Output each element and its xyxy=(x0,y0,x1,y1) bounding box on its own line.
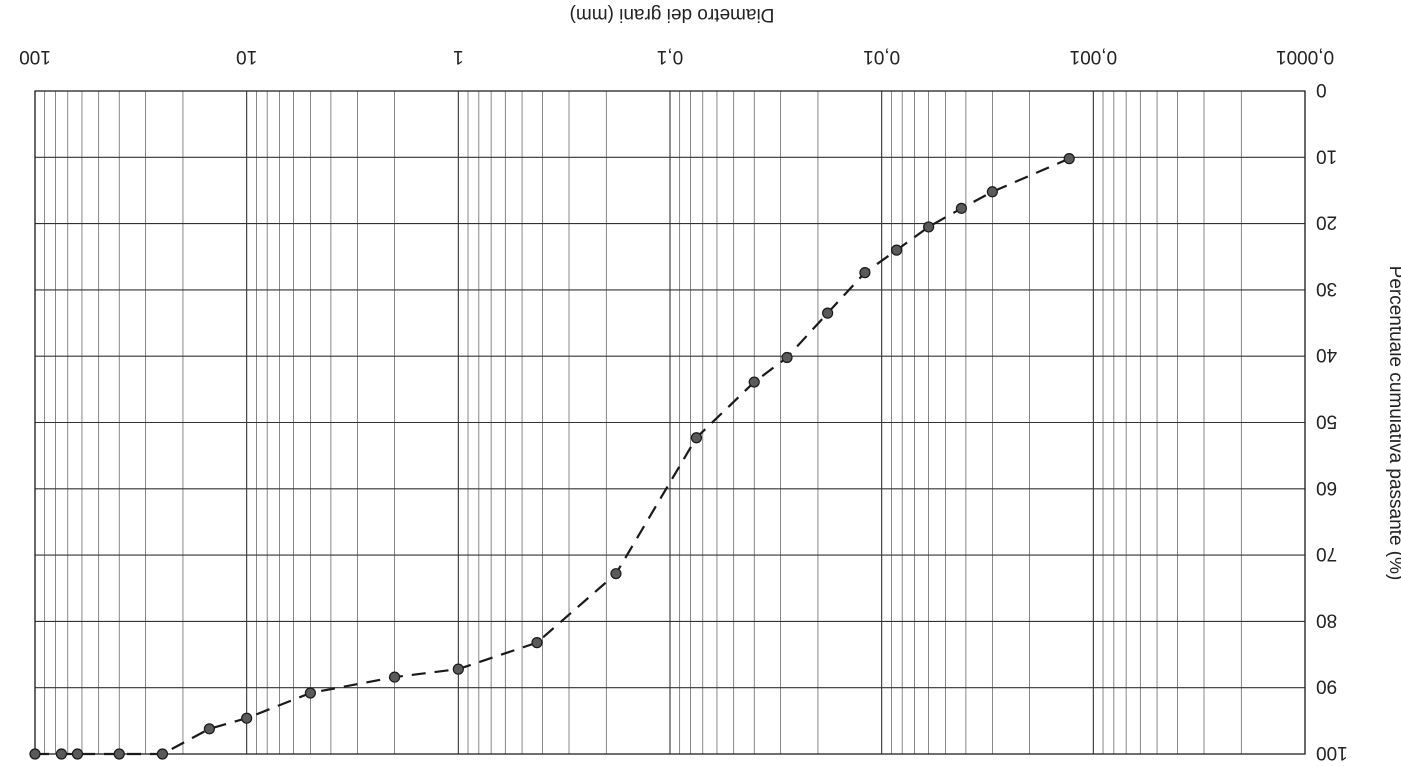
data-point xyxy=(748,376,760,388)
x-tick-label: 10 xyxy=(236,46,257,67)
y-axis-title: Percentuale cumulativa passante (%) xyxy=(1385,266,1401,581)
y-tick-label: 30 xyxy=(1316,278,1337,299)
data-point xyxy=(690,432,703,444)
data-point xyxy=(452,663,464,675)
data-point xyxy=(822,307,834,319)
y-tick-label: 90 xyxy=(1316,676,1337,697)
x-tick-label: 1 xyxy=(453,46,464,67)
x-axis-title: Diametro dei grani (mm) xyxy=(570,4,775,25)
y-tick-labels: 0 10 20 30 40 50 60 70 80 90 100 xyxy=(1316,79,1348,763)
x-tick-label: 0,1 xyxy=(657,46,683,67)
data-point xyxy=(923,221,935,233)
x-tick-labels: 100 10 1 0,1 0,01 0,001 0,0001 xyxy=(19,46,1334,67)
data-point xyxy=(955,202,968,214)
data-point xyxy=(986,186,998,198)
y-tick-label: 60 xyxy=(1316,477,1337,498)
y-tick-label: 10 xyxy=(1316,145,1337,166)
data-point xyxy=(29,748,41,760)
x-tick-label: 100 xyxy=(19,46,51,67)
x-tick-label: 0,0001 xyxy=(1276,46,1334,67)
data-point xyxy=(610,568,622,580)
data-points xyxy=(29,153,1075,760)
y-tick-label: 0 xyxy=(1316,79,1327,100)
data-point xyxy=(891,244,903,256)
y-tick-label: 80 xyxy=(1316,609,1337,630)
data-point xyxy=(71,748,84,760)
data-point xyxy=(781,351,793,364)
series-line xyxy=(35,157,1070,756)
data-point xyxy=(304,687,316,699)
y-tick-label: 50 xyxy=(1316,411,1337,432)
x-tick-label: 0,001 xyxy=(1070,46,1118,67)
data-point xyxy=(55,748,68,760)
y-tick-label: 100 xyxy=(1316,742,1348,761)
data-point xyxy=(1063,153,1075,165)
data-point xyxy=(241,712,253,724)
y-tick-label: 70 xyxy=(1316,543,1337,564)
data-point xyxy=(113,748,125,760)
x-tick-label: 0,01 xyxy=(863,46,900,67)
data-point xyxy=(389,671,401,683)
y-tick-label: 20 xyxy=(1316,212,1337,233)
data-point xyxy=(156,748,169,760)
y-tick-label: 40 xyxy=(1316,344,1337,365)
data-point xyxy=(859,267,871,279)
grid-layer xyxy=(34,90,1306,755)
data-point xyxy=(203,723,215,735)
data-point xyxy=(531,637,543,649)
plot-frame xyxy=(34,90,1306,755)
